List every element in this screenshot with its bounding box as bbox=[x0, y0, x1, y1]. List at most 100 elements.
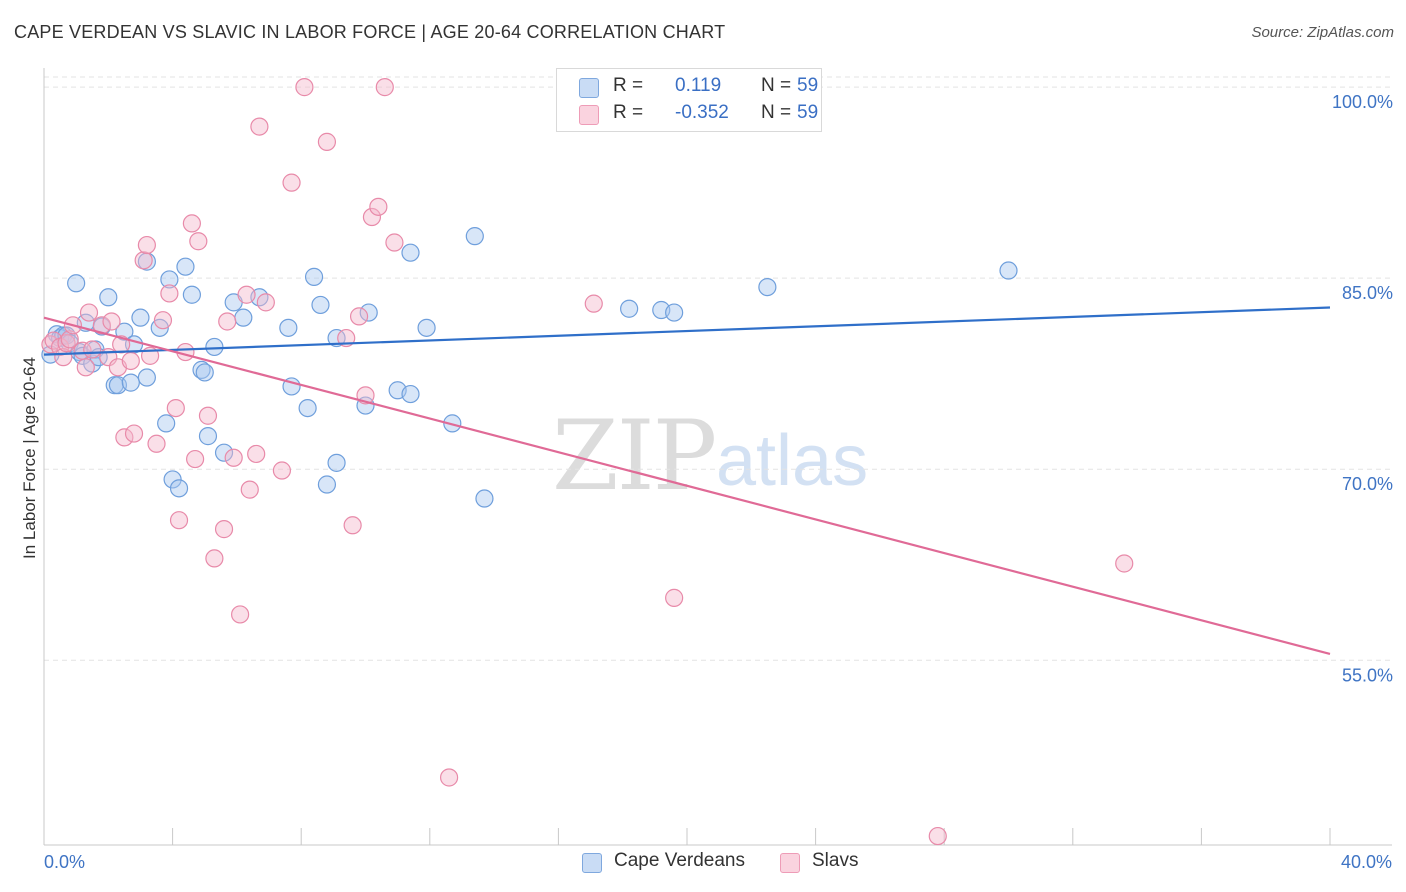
data-point bbox=[198, 406, 218, 425]
data-point bbox=[153, 311, 173, 330]
data-point bbox=[928, 826, 947, 846]
legend-r-value: 0.119 bbox=[675, 75, 722, 96]
data-point bbox=[147, 434, 166, 453]
legend-swatch-slavs bbox=[579, 105, 599, 125]
data-point bbox=[189, 232, 208, 251]
data-point bbox=[317, 132, 337, 151]
data-point bbox=[362, 207, 382, 227]
data-point bbox=[327, 453, 346, 472]
data-point bbox=[401, 243, 420, 262]
data-point bbox=[620, 299, 639, 318]
data-point bbox=[214, 443, 234, 462]
data-point bbox=[60, 330, 79, 349]
data-point bbox=[311, 295, 330, 315]
data-point bbox=[160, 284, 179, 303]
chart-title: CAPE VERDEAN VS SLAVIC IN LABOR FORCE | … bbox=[14, 22, 726, 42]
bottom-legend-label: Slavs bbox=[812, 850, 859, 871]
tick-labels: 55.0% 70.0% 85.0% 100.0% 0.0% 40.0% bbox=[44, 92, 1393, 872]
data-point bbox=[198, 427, 218, 446]
legend-swatch-cape-verdeans bbox=[579, 78, 599, 98]
data-point bbox=[157, 414, 176, 433]
data-point bbox=[439, 768, 459, 787]
data-point bbox=[224, 448, 243, 467]
data-point bbox=[214, 520, 234, 539]
legend-n-label: N = bbox=[761, 102, 792, 123]
data-point bbox=[163, 470, 182, 489]
data-point bbox=[131, 308, 150, 327]
data-point bbox=[279, 318, 298, 337]
data-point bbox=[205, 549, 224, 568]
data-point bbox=[247, 444, 266, 464]
data-point bbox=[79, 303, 99, 322]
data-point bbox=[169, 479, 189, 498]
data-point bbox=[169, 511, 189, 530]
bottom-legend-swatch-slavs bbox=[780, 853, 800, 873]
data-point bbox=[231, 605, 250, 624]
data-point bbox=[83, 340, 102, 359]
data-point bbox=[359, 303, 378, 322]
trend-line bbox=[43, 306, 1331, 356]
data-point bbox=[375, 78, 394, 97]
data-point bbox=[327, 328, 346, 348]
data-point bbox=[137, 235, 156, 255]
correlation-legend: R = 0.119 N = 59 R = -0.352 N = 59 bbox=[556, 68, 822, 132]
data-point bbox=[182, 285, 201, 304]
watermark-zip: ZIP bbox=[552, 400, 717, 512]
data-point bbox=[343, 516, 362, 535]
data-point bbox=[240, 480, 259, 499]
data-point bbox=[758, 277, 777, 297]
y-tick-label: 100.0% bbox=[1332, 92, 1393, 112]
data-point bbox=[317, 475, 337, 494]
legend-n-value: 59 bbox=[797, 102, 819, 123]
data-point bbox=[272, 461, 292, 480]
axes bbox=[43, 68, 1392, 846]
x-tick-label: 0.0% bbox=[44, 852, 85, 872]
data-point bbox=[218, 312, 237, 331]
data-point bbox=[166, 398, 185, 418]
data-point bbox=[121, 373, 140, 392]
data-point bbox=[115, 428, 134, 447]
data-point bbox=[186, 449, 205, 469]
y-tick-label: 85.0% bbox=[1342, 283, 1393, 303]
data-point bbox=[99, 288, 118, 307]
data-point bbox=[121, 351, 140, 371]
data-point bbox=[234, 308, 253, 327]
data-point bbox=[195, 363, 214, 382]
source-label: Source: ZipAtlas.com bbox=[1251, 24, 1394, 41]
data-point bbox=[282, 173, 301, 192]
data-point bbox=[465, 227, 484, 246]
data-point bbox=[237, 285, 256, 304]
data-point bbox=[160, 270, 179, 289]
data-point bbox=[124, 424, 144, 443]
data-point bbox=[205, 337, 224, 357]
data-point bbox=[385, 233, 404, 252]
trend-lines bbox=[43, 306, 1331, 655]
legend-r-label: R = bbox=[613, 102, 644, 123]
data-point bbox=[176, 257, 195, 276]
grid-lines bbox=[44, 76, 1392, 661]
data-point bbox=[999, 261, 1018, 280]
data-point bbox=[475, 489, 494, 508]
data-point bbox=[137, 368, 156, 387]
data-point bbox=[1115, 554, 1134, 573]
legend-r-value: -0.352 bbox=[675, 102, 729, 123]
data-point bbox=[295, 78, 314, 97]
bottom-legend-swatch-cape-verdeans bbox=[582, 853, 602, 873]
data-point bbox=[665, 588, 684, 607]
data-point bbox=[134, 251, 153, 270]
data-point bbox=[401, 384, 420, 404]
legend-n-value: 59 bbox=[797, 75, 819, 96]
data-point bbox=[298, 398, 317, 418]
data-point bbox=[250, 117, 269, 136]
bottom-legend-label: Cape Verdeans bbox=[614, 850, 745, 871]
y-tick-label: 55.0% bbox=[1342, 665, 1393, 685]
data-point bbox=[67, 274, 86, 293]
data-point bbox=[192, 360, 211, 379]
watermark-atlas: atlas bbox=[716, 421, 869, 501]
legend-r-label: R = bbox=[613, 75, 644, 96]
y-tick-label: 70.0% bbox=[1342, 474, 1393, 494]
data-point bbox=[369, 197, 388, 216]
data-point bbox=[349, 307, 369, 326]
data-point bbox=[102, 312, 121, 331]
trend-line bbox=[43, 316, 1331, 655]
